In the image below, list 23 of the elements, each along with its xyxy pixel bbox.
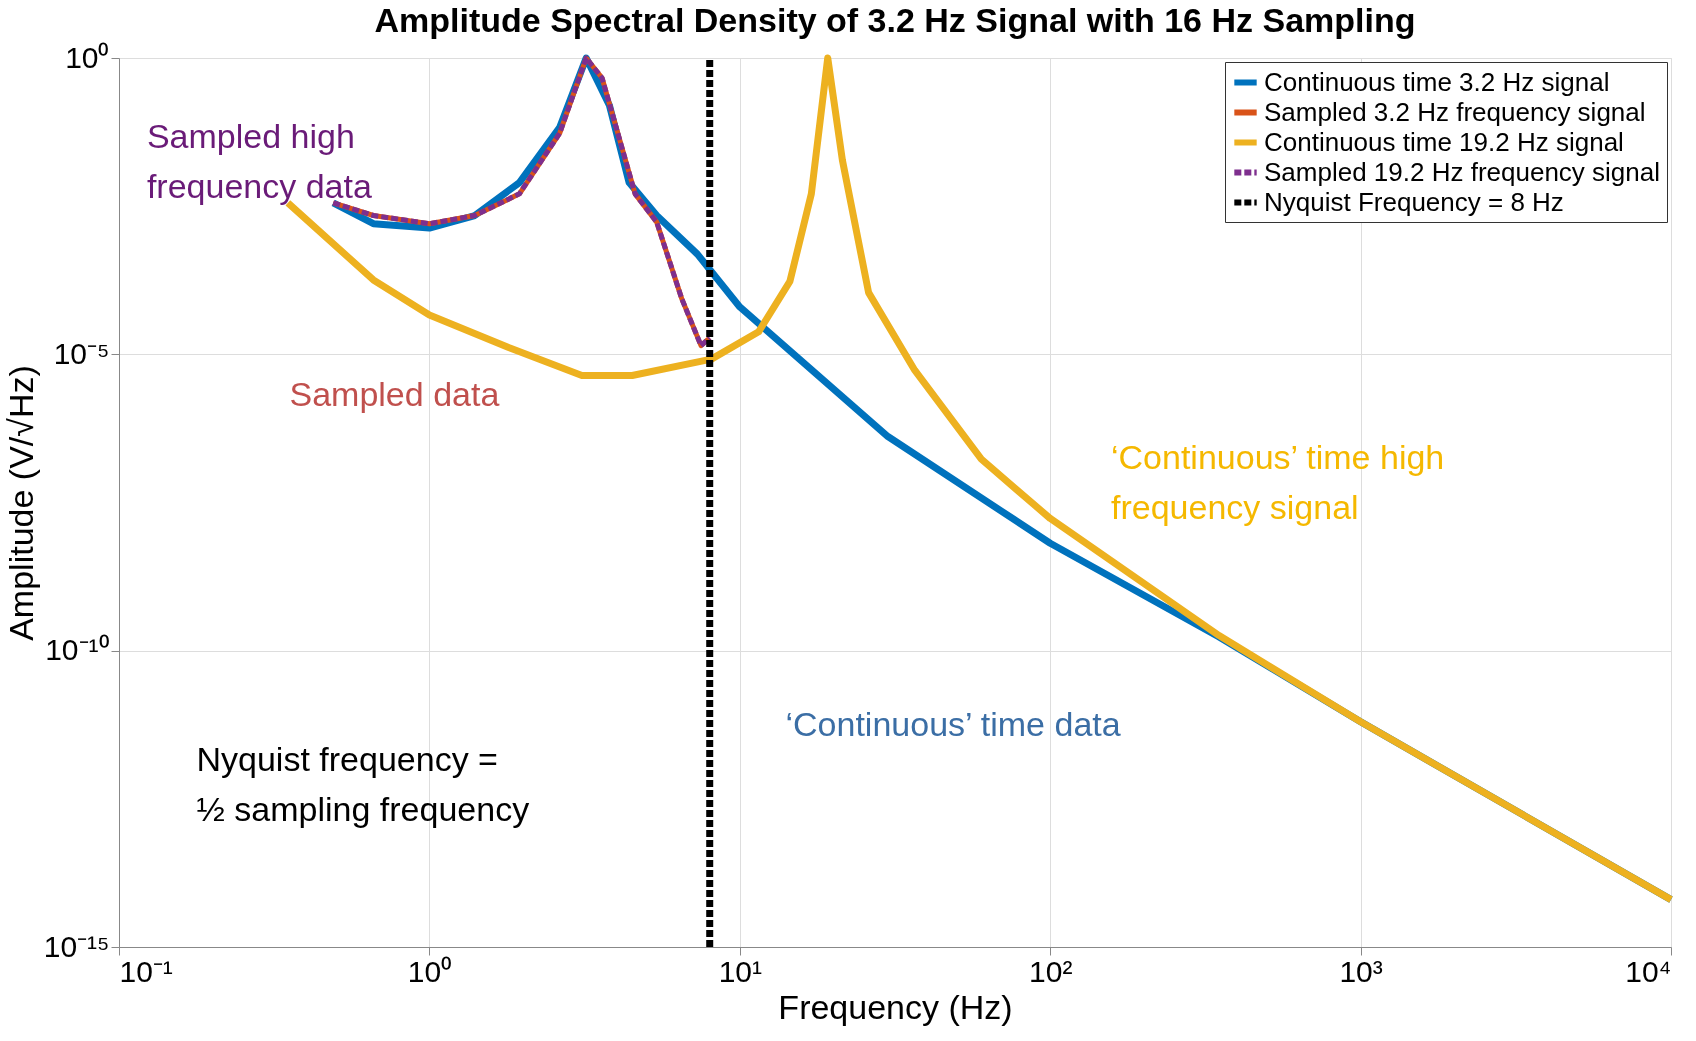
x-tick-label: 10⁰ xyxy=(407,954,453,988)
annotation: Sampled data xyxy=(289,375,500,414)
chart-title: Amplitude Spectral Density of 3.2 Hz Signal with 16 Hz Sampling xyxy=(374,1,1416,39)
y-tick-label: 10⁻⁵ xyxy=(53,336,110,370)
x-tick-label: 10² xyxy=(1029,954,1073,988)
x-tick-label: 10³ xyxy=(1339,954,1383,988)
x-tick-label: 10⁻¹ xyxy=(119,954,173,988)
x-axis-title: Frequency (Hz) xyxy=(778,987,1013,1026)
y-axis-title: Amplitude (V/√Hz) xyxy=(1,365,40,641)
annotation: ‘Continuous’ time data xyxy=(785,704,1121,743)
x-tick-label: 10⁴ xyxy=(1625,954,1672,988)
y-tick-label: 10⁻¹⁰ xyxy=(45,633,110,667)
legend-label: Sampled 19.2 Hz frequency signal xyxy=(1264,156,1661,187)
legend-label: Nyquist Frequency = 8 Hz xyxy=(1264,186,1564,217)
legend-label: Sampled 3.2 Hz frequency signal xyxy=(1264,96,1646,127)
annotation: Sampled high frequency data xyxy=(146,117,372,206)
x-tick-label: 10¹ xyxy=(718,954,762,988)
legend-label: Continuous time 19.2 Hz signal xyxy=(1264,126,1624,157)
y-tick-label: 10⁰ xyxy=(65,40,110,74)
y-tick-label: 10⁻¹⁵ xyxy=(43,929,110,963)
annotation: ‘Continuous’ time high frequency signal xyxy=(1111,437,1445,526)
legend-label: Continuous time 3.2 Hz signal xyxy=(1264,66,1610,97)
annotation: Nyquist frequency = ½ sampling frequency xyxy=(196,740,530,829)
